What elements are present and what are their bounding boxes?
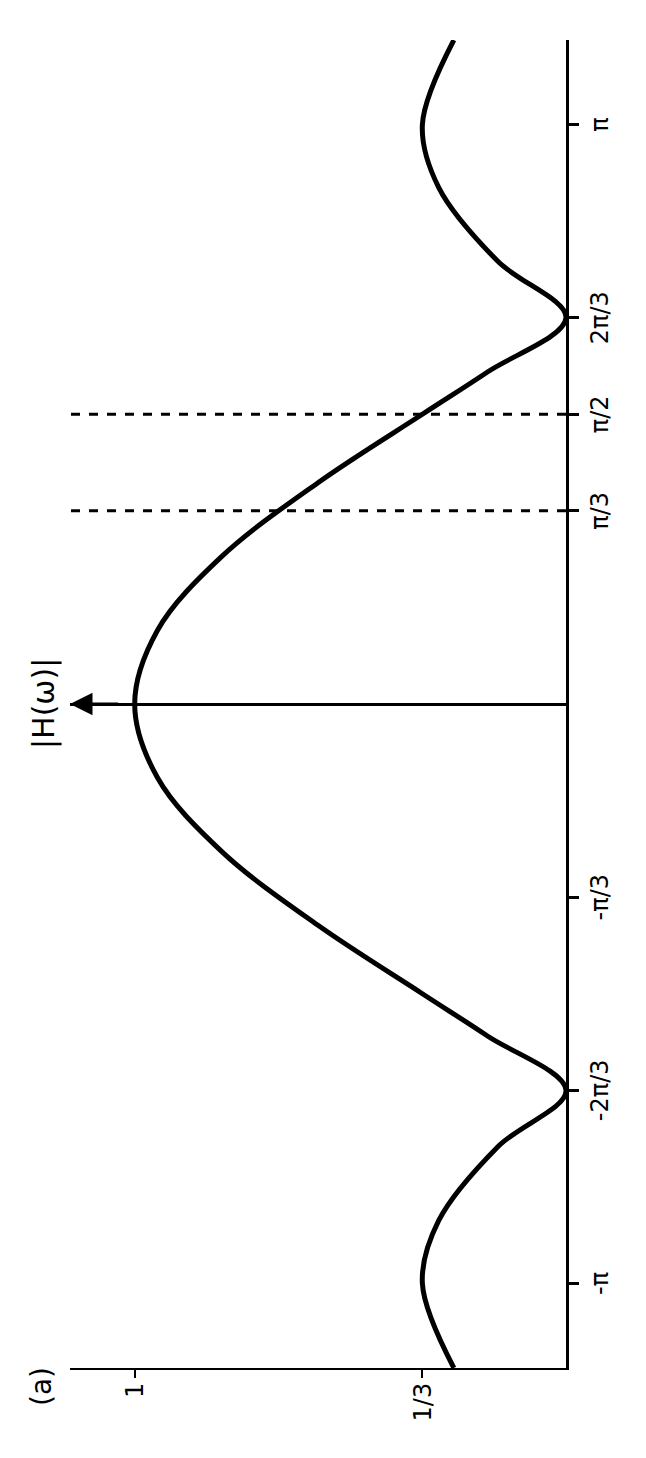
svg-text:1: 1 [121,1383,149,1398]
svg-text:-2π/3: -2π/3 [586,1059,614,1121]
svg-text:1/3: 1/3 [409,1383,437,1422]
svg-text:(a): (a) [25,1367,58,1406]
svg-text:2π/3: 2π/3 [586,291,614,344]
svg-text:-π/3: -π/3 [586,874,614,920]
svg-text:π/2: π/2 [586,395,614,433]
svg-text:π/3: π/3 [586,492,614,530]
svg-text:π: π [586,117,614,131]
svg-text:|H(ω)|: |H(ω)| [26,658,62,749]
svg-text:-π: -π [586,1272,614,1295]
